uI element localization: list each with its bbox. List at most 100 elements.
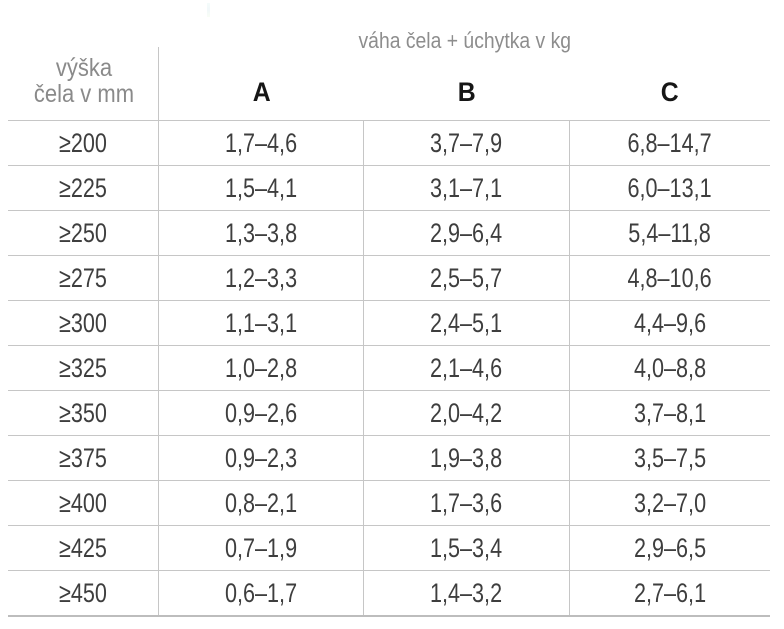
scan-artifact (207, 3, 210, 17)
value-label: 0,9–2,6 (224, 397, 298, 428)
row-height-label: ≥375 (59, 442, 107, 473)
row-height-label: ≥300 (59, 307, 107, 338)
table-title-text: váha čela + úchytka v kg (358, 28, 571, 53)
table-row: ≥425 0,7–1,9 1,5–3,4 2,9–6,5 (8, 525, 770, 570)
value-label: 0,8–2,1 (224, 487, 298, 518)
value-cell-a: 0,7–1,9 (159, 526, 364, 570)
value-cell-a: 1,5–4,1 (159, 166, 364, 210)
value-label: 0,7–1,9 (224, 532, 298, 563)
value-cell-b: 1,7–3,6 (364, 481, 570, 525)
value-label: 3,7–8,1 (633, 397, 707, 428)
value-label: 0,6–1,7 (224, 577, 298, 608)
row-height-label: ≥450 (59, 577, 107, 608)
value-cell-c: 4,8–10,6 (570, 256, 770, 300)
value-label: 2,0–4,2 (430, 397, 503, 428)
row-height-cell: ≥300 (8, 301, 159, 345)
value-cell-a: 0,9–2,6 (159, 391, 364, 435)
table-row: ≥325 1,0–2,8 2,1–4,6 4,0–8,8 (8, 345, 770, 390)
table-row: ≥450 0,6–1,7 1,4–3,2 2,7–6,1 (8, 570, 770, 615)
row-height-cell: ≥350 (8, 391, 159, 435)
row-height-cell: ≥250 (8, 211, 159, 255)
table-row: ≥300 1,1–3,1 2,4–5,1 4,4–9,6 (8, 300, 770, 345)
value-label: 4,4–9,6 (633, 307, 707, 338)
row-height-label: ≥350 (59, 397, 107, 428)
row-height-cell: ≥325 (8, 346, 159, 390)
column-header-band: A B C (159, 47, 770, 120)
value-cell-c: 4,4–9,6 (570, 301, 770, 345)
row-axis-header: výška čela v mm (8, 47, 159, 120)
value-label: 1,5–3,4 (430, 532, 503, 563)
value-cell-c: 4,0–8,8 (570, 346, 770, 390)
row-height-label: ≥425 (59, 532, 107, 563)
column-header-c: C (570, 47, 770, 120)
value-label: 1,0–2,8 (224, 352, 298, 383)
value-label: 3,2–7,0 (633, 487, 707, 518)
table-title: váha čela + úchytka v kg (159, 29, 770, 53)
table-row: ≥375 0,9–2,3 1,9–3,8 3,5–7,5 (8, 435, 770, 480)
table-row: ≥250 1,3–3,8 2,9–6,4 5,4–11,8 (8, 210, 770, 255)
table-row: ≥200 1,7–4,6 3,7–7,9 6,8–14,7 (8, 120, 770, 165)
row-axis-header-line1: výška (55, 53, 112, 82)
table-row: ≥225 1,5–4,1 3,1–7,1 6,0–13,1 (8, 165, 770, 210)
value-cell-c: 2,9–6,5 (570, 526, 770, 570)
row-axis-header-line2: čela v mm (33, 79, 134, 108)
value-label: 2,9–6,5 (633, 532, 707, 563)
value-label: 0,9–2,3 (224, 442, 298, 473)
value-cell-b: 1,9–3,8 (364, 436, 570, 480)
value-cell-b: 1,4–3,2 (364, 571, 570, 615)
row-height-label: ≥325 (59, 352, 107, 383)
value-label: 1,9–3,8 (430, 442, 503, 473)
value-label: 2,1–4,6 (430, 352, 503, 383)
value-cell-b: 2,0–4,2 (364, 391, 570, 435)
value-label: 1,2–3,3 (224, 262, 298, 293)
value-cell-a: 0,8–2,1 (159, 481, 364, 525)
value-cell-a: 1,3–3,8 (159, 211, 364, 255)
value-cell-c: 3,2–7,0 (570, 481, 770, 525)
value-label: 5,4–11,8 (628, 217, 712, 248)
column-header-a-label: A (252, 77, 271, 107)
value-cell-c: 6,0–13,1 (570, 166, 770, 210)
table-rows: ≥200 1,7–4,6 3,7–7,9 6,8–14,7 ≥225 1,5–4… (8, 120, 770, 617)
row-height-cell: ≥200 (8, 121, 159, 165)
column-header-b: B (364, 47, 570, 120)
row-height-label: ≥275 (59, 262, 107, 293)
value-label: 4,8–10,6 (627, 262, 713, 293)
row-height-label: ≥250 (59, 217, 107, 248)
value-label: 3,7–7,9 (430, 127, 503, 158)
value-cell-a: 0,9–2,3 (159, 436, 364, 480)
value-cell-a: 1,1–3,1 (159, 301, 364, 345)
table-row: ≥275 1,2–3,3 2,5–5,7 4,8–10,6 (8, 255, 770, 300)
table-row: ≥350 0,9–2,6 2,0–4,2 3,7–8,1 (8, 390, 770, 435)
value-cell-b: 2,5–5,7 (364, 256, 570, 300)
header-grid-line (157, 47, 159, 120)
value-cell-b: 1,5–3,4 (364, 526, 570, 570)
value-label: 4,0–8,8 (633, 352, 707, 383)
value-label: 1,7–4,6 (224, 127, 298, 158)
value-cell-c: 2,7–6,1 (570, 571, 770, 615)
value-cell-c: 6,8–14,7 (570, 121, 770, 165)
value-cell-c: 3,7–8,1 (570, 391, 770, 435)
column-header-c-label: C (661, 77, 679, 107)
value-label: 1,5–4,1 (224, 172, 298, 203)
value-cell-b: 3,7–7,9 (364, 121, 570, 165)
value-cell-a: 0,6–1,7 (159, 571, 364, 615)
row-height-cell: ≥400 (8, 481, 159, 525)
value-cell-b: 2,4–5,1 (364, 301, 570, 345)
value-label: 2,5–5,7 (430, 262, 503, 293)
value-cell-b: 2,1–4,6 (364, 346, 570, 390)
table-row: ≥400 0,8–2,1 1,7–3,6 3,2–7,0 (8, 480, 770, 525)
value-cell-a: 1,2–3,3 (159, 256, 364, 300)
row-height-cell: ≥425 (8, 526, 159, 570)
value-label: 1,1–3,1 (224, 307, 298, 338)
row-height-label: ≥200 (59, 127, 107, 158)
row-height-cell: ≥450 (8, 571, 159, 615)
value-label: 2,4–5,1 (430, 307, 503, 338)
value-label: 2,7–6,1 (633, 577, 707, 608)
row-height-label: ≥225 (59, 172, 107, 203)
column-header-a: A (159, 47, 364, 120)
value-label: 1,7–3,6 (430, 487, 503, 518)
value-label: 1,3–3,8 (224, 217, 298, 248)
row-height-label: ≥400 (59, 487, 107, 518)
value-cell-b: 2,9–6,4 (364, 211, 570, 255)
